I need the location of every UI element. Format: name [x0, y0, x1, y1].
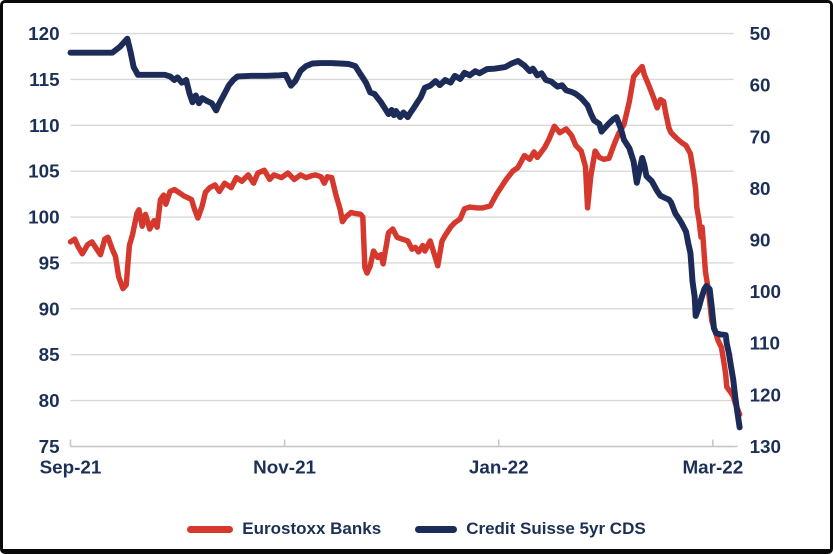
- y-right-tick-label: 110: [750, 333, 780, 354]
- y-left-tick-label: 85: [39, 344, 60, 365]
- y-left-tick-label: 75: [39, 436, 60, 457]
- y-left-tick-label: 100: [28, 207, 59, 228]
- y-left-tick-label: 95: [39, 253, 60, 274]
- series-line-credit-suisse-5yr-cds: [67, 35, 743, 431]
- y-left-tick-label: 120: [28, 23, 59, 44]
- y-right-tick-label: 70: [750, 126, 771, 147]
- y-right-tick-label: 80: [750, 178, 771, 199]
- dual-axis-line-chart: 120 115 110 105 100 95 90 85 80 75 50 60 70 80 90 100 11…: [28, 23, 781, 478]
- y-right-tick-label: 100: [750, 281, 781, 302]
- y-right-tick-label: 60: [750, 75, 771, 96]
- y-left-tick-label: 80: [39, 390, 60, 411]
- x-tick-label: Nov-21: [253, 457, 316, 478]
- y-right-tick-label: 50: [750, 23, 771, 44]
- y-left-tick-label: 110: [29, 115, 59, 136]
- x-tick-label: Sep-21: [40, 457, 102, 478]
- series-line-eurostoxx-banks: [67, 63, 743, 418]
- y-left-tick-label: 105: [28, 161, 59, 182]
- y-right-tick-label: 90: [750, 230, 771, 251]
- y-left-tick-label: 90: [39, 298, 60, 319]
- x-tick-label: Mar-22: [682, 457, 743, 478]
- y-right-tick-label: 120: [750, 384, 781, 405]
- y-right-tick-label: 130: [750, 436, 781, 457]
- x-tick-label: Jan-22: [469, 457, 529, 478]
- y-left-tick-label: 115: [29, 69, 59, 90]
